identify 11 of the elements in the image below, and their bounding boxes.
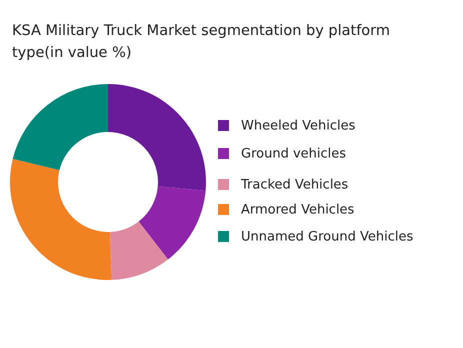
donut-slice bbox=[110, 221, 168, 280]
legend-label: Armored Vehicles bbox=[241, 202, 355, 218]
donut-slice bbox=[138, 186, 206, 260]
chart-title: KSA Military Truck Market segmentation by platform type(in value %) bbox=[12, 23, 390, 61]
legend-label: Wheeled Vehicles bbox=[241, 118, 356, 134]
legend-label: Unnamed Ground Vehicles bbox=[241, 230, 414, 245]
donut-slice bbox=[12, 84, 108, 170]
legend-label: Ground vehicles bbox=[241, 146, 346, 162]
donut-slice bbox=[10, 158, 112, 280]
donut-slice bbox=[108, 84, 206, 191]
legend-label: Tracked Vehicles bbox=[240, 178, 348, 193]
